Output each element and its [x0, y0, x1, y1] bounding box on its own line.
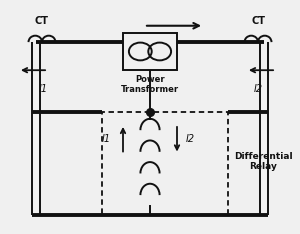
Text: I1: I1 — [102, 134, 111, 144]
Text: Power
Transformer: Power Transformer — [121, 75, 179, 94]
Text: I1: I1 — [39, 84, 48, 94]
Text: CT: CT — [35, 16, 49, 26]
Text: Differential
Relay: Differential Relay — [234, 152, 292, 171]
Bar — [123, 33, 177, 70]
Text: I2: I2 — [254, 84, 262, 94]
Text: I2: I2 — [186, 134, 195, 144]
Bar — [102, 112, 228, 215]
Text: CT: CT — [251, 16, 265, 26]
